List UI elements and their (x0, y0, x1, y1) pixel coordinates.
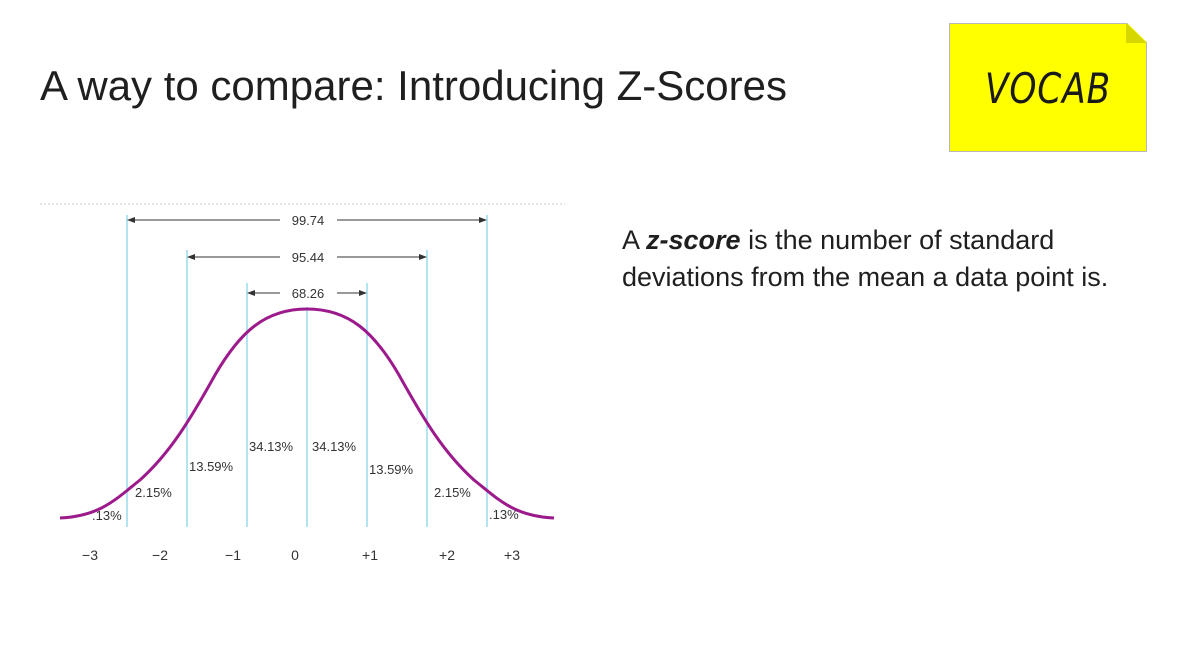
region-labels: .13% 2.15% 13.59% 34.13% 34.13% 13.59% 2… (92, 439, 519, 523)
region-label-5: 34.13% (312, 439, 357, 454)
region-label-2: 2.15% (135, 485, 172, 500)
axis-label-0: 0 (291, 547, 299, 563)
normal-distribution-diagram: 99.74 95.44 68.26 .13% 2.15% 13.59% 34.1… (40, 203, 565, 563)
range-95-label: 95.44 (292, 250, 325, 265)
axis-label-plus1: +1 (362, 547, 378, 563)
axis-label-plus2: +2 (439, 547, 455, 563)
definition-prefix: A (622, 225, 647, 255)
slide-title: A way to compare: Introducing Z-Scores (40, 62, 787, 109)
definition-text: A z-score is the number of standard devi… (622, 222, 1162, 296)
axis-labels: −3 −2 −1 0 +1 +2 +3 (82, 547, 520, 563)
region-label-8: .13% (489, 507, 519, 522)
definition-suffix: is the number of standard deviations fro… (622, 225, 1109, 292)
range-arrows: 99.74 95.44 68.26 (127, 213, 487, 301)
region-label-6: 13.59% (369, 462, 414, 477)
axis-label-plus3: +3 (504, 547, 520, 563)
vocab-label: VOCAB (984, 64, 1111, 113)
definition-term: z-score (646, 225, 741, 255)
axis-label-minus1: −1 (225, 547, 241, 563)
sd-guide-lines (126, 215, 488, 527)
bell-curve (59, 307, 555, 520)
range-99-label: 99.74 (292, 213, 325, 228)
region-label-4: 34.13% (249, 439, 294, 454)
axis-label-minus2: −2 (152, 547, 168, 563)
axis-label-minus3: −3 (82, 547, 98, 563)
range-68-label: 68.26 (292, 286, 325, 301)
region-label-1: .13% (92, 508, 122, 523)
vocab-sticky-note (949, 23, 1147, 152)
region-label-3: 13.59% (189, 459, 234, 474)
region-label-7: 2.15% (434, 485, 471, 500)
